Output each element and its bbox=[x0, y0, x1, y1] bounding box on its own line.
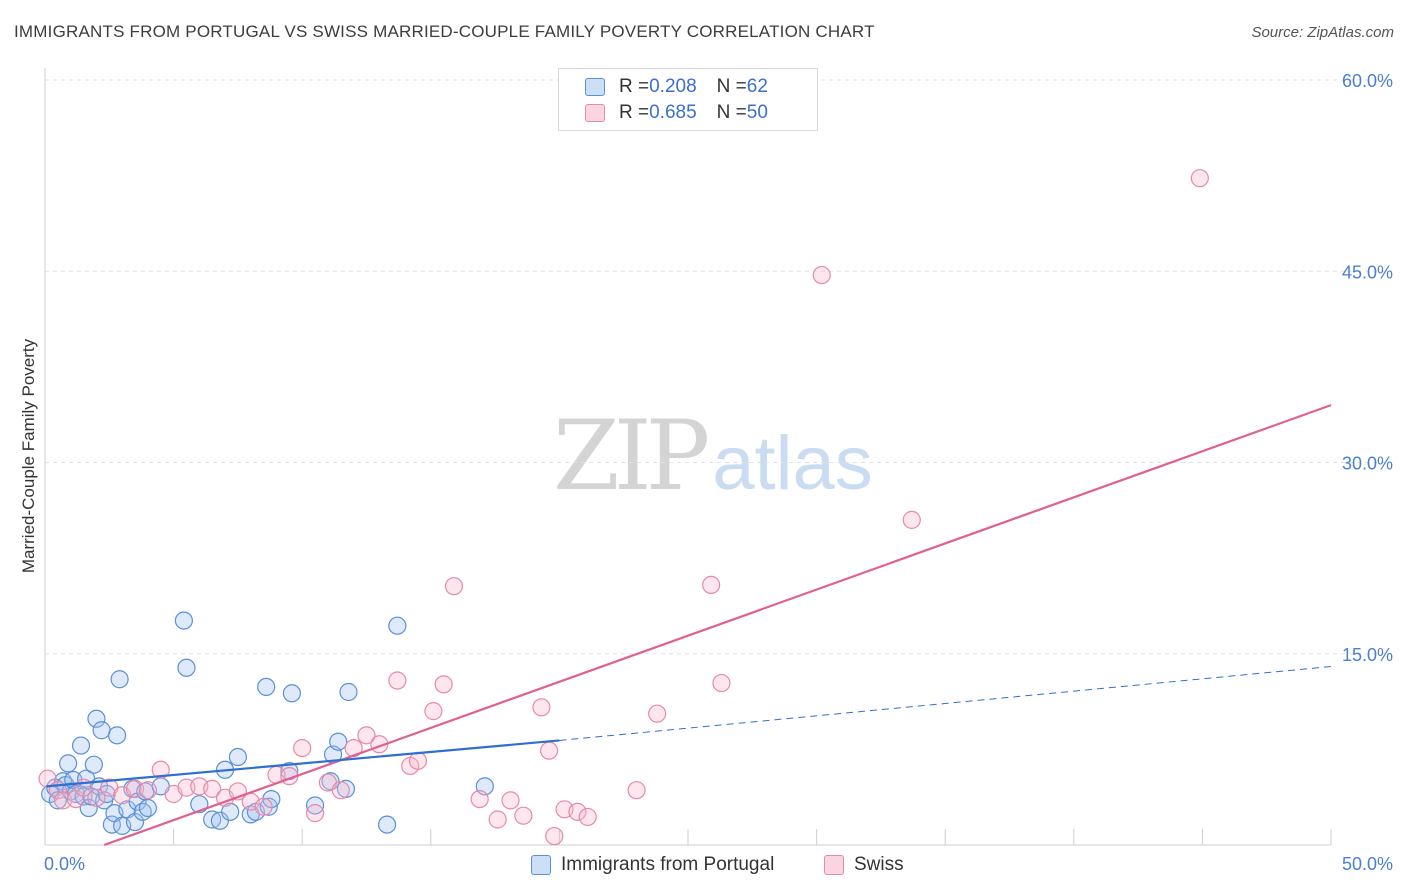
data-point-swiss bbox=[470, 789, 489, 809]
data-point-portugal bbox=[221, 802, 240, 821]
trend-line-portugal-extension bbox=[559, 666, 1332, 741]
y-tick-label: 60.0% bbox=[1342, 71, 1393, 91]
data-point-portugal bbox=[71, 736, 91, 755]
data-point-swiss bbox=[408, 751, 428, 770]
y-tick-label: 30.0% bbox=[1342, 454, 1393, 474]
legend-r-label: R = bbox=[619, 102, 650, 123]
chart-title: IMMIGRANTS FROM PORTUGAL VS SWISS MARRIE… bbox=[14, 22, 875, 41]
x-tick-label: 50.0% bbox=[1342, 854, 1393, 874]
legend-row-portugal: R = 0.208 N = 62 bbox=[585, 75, 768, 99]
data-point-portugal bbox=[339, 682, 358, 702]
legend-swatch-swiss bbox=[585, 104, 605, 122]
data-point-portugal bbox=[110, 670, 129, 689]
data-point-portugal bbox=[203, 810, 222, 829]
data-point-portugal bbox=[282, 684, 302, 703]
data-point-portugal bbox=[138, 798, 157, 818]
data-point-swiss bbox=[902, 510, 921, 529]
legend-r-value: 0.208 bbox=[649, 76, 697, 97]
trend-line-swiss bbox=[103, 404, 1332, 847]
bottom-legend-portugal: Immigrants from Portugal bbox=[531, 852, 774, 878]
data-point-swiss bbox=[305, 804, 325, 823]
tick-labels: 15.0% 30.0% 45.0% 60.0% 0.0% 50.0% bbox=[44, 71, 1393, 874]
data-point-portugal bbox=[84, 755, 103, 774]
data-point-swiss bbox=[702, 575, 721, 595]
data-point-swiss bbox=[53, 791, 73, 810]
data-point-swiss bbox=[424, 702, 443, 721]
data-point-swiss bbox=[138, 781, 157, 800]
stats-legend: R = 0.208 N = 62 R = 0.685 N = 50 bbox=[558, 68, 818, 131]
data-point-portugal bbox=[107, 726, 127, 745]
y-tick-label: 15.0% bbox=[1342, 645, 1393, 665]
bottom-legend-swatch-swiss bbox=[824, 855, 844, 875]
data-point-swiss bbox=[578, 807, 597, 827]
data-point-portugal bbox=[210, 811, 229, 830]
bottom-legend-label-swiss: Swiss bbox=[854, 854, 904, 875]
data-point-portugal bbox=[228, 747, 247, 767]
legend-n-label: N = bbox=[716, 76, 747, 97]
data-point-swiss bbox=[177, 778, 196, 797]
legend-n-value: 50 bbox=[746, 102, 768, 123]
watermark-atlas: atlas bbox=[712, 421, 873, 506]
legend-r-label: R = bbox=[619, 76, 650, 97]
data-point-portugal bbox=[388, 616, 407, 635]
data-point-swiss bbox=[254, 797, 273, 816]
bottom-legend-label-portugal: Immigrants from Portugal bbox=[561, 854, 775, 875]
source-label: Source: ZipAtlas.com bbox=[1251, 24, 1394, 41]
data-point-portugal bbox=[92, 721, 111, 740]
data-point-swiss bbox=[488, 810, 507, 829]
data-point-portugal bbox=[329, 732, 348, 751]
data-point-portugal bbox=[257, 677, 276, 697]
data-point-swiss bbox=[514, 806, 533, 825]
data-point-swiss bbox=[444, 577, 464, 596]
data-point-swiss bbox=[87, 788, 106, 807]
y-tick-label: 45.0% bbox=[1342, 262, 1393, 282]
series-swiss-points bbox=[38, 169, 1209, 846]
data-point-portugal bbox=[87, 709, 106, 728]
bottom-legend-swiss: Swiss bbox=[824, 852, 904, 878]
data-point-swiss bbox=[501, 791, 520, 810]
data-point-swiss bbox=[540, 741, 559, 760]
data-point-swiss bbox=[712, 673, 731, 693]
data-point-portugal bbox=[305, 796, 325, 815]
data-point-portugal bbox=[79, 798, 98, 818]
data-point-swiss bbox=[293, 738, 312, 758]
data-point-swiss bbox=[1190, 169, 1209, 188]
data-point-swiss bbox=[648, 704, 667, 723]
series-portugal-points bbox=[41, 611, 494, 835]
data-point-portugal bbox=[59, 754, 78, 773]
data-point-swiss bbox=[203, 779, 222, 799]
data-point-swiss bbox=[812, 265, 831, 285]
bottom-legend-swatch-portugal bbox=[531, 855, 551, 875]
data-point-portugal bbox=[125, 812, 145, 832]
watermark-zip: ZIP bbox=[553, 400, 710, 512]
data-point-portugal bbox=[377, 815, 397, 834]
legend-row-swiss: R = 0.685 N = 50 bbox=[585, 101, 768, 125]
x-tick-label: 0.0% bbox=[44, 854, 85, 874]
data-point-portugal bbox=[174, 611, 193, 630]
legend-r-value: 0.685 bbox=[649, 102, 697, 123]
data-point-swiss bbox=[568, 802, 587, 821]
legend-n-value: 62 bbox=[746, 76, 768, 97]
trend-lines bbox=[46, 404, 1332, 847]
legend-swatch-portugal bbox=[585, 78, 605, 96]
data-point-swiss bbox=[357, 726, 376, 745]
data-point-portugal bbox=[48, 791, 67, 810]
watermark: ZIP atlas bbox=[553, 400, 873, 512]
data-point-swiss bbox=[545, 826, 564, 846]
data-point-swiss bbox=[331, 781, 350, 800]
trend-line-portugal bbox=[46, 739, 560, 788]
data-point-swiss bbox=[532, 698, 551, 717]
data-point-swiss bbox=[388, 671, 407, 690]
data-point-portugal bbox=[177, 658, 196, 677]
data-point-swiss bbox=[627, 781, 646, 800]
grid-lines bbox=[45, 79, 1392, 655]
legend-n-label: N = bbox=[716, 102, 747, 123]
data-point-swiss bbox=[125, 779, 145, 799]
data-point-swiss bbox=[434, 675, 453, 694]
data-point-swiss bbox=[151, 760, 170, 779]
data-point-portugal bbox=[262, 789, 281, 809]
axes bbox=[44, 68, 1332, 846]
